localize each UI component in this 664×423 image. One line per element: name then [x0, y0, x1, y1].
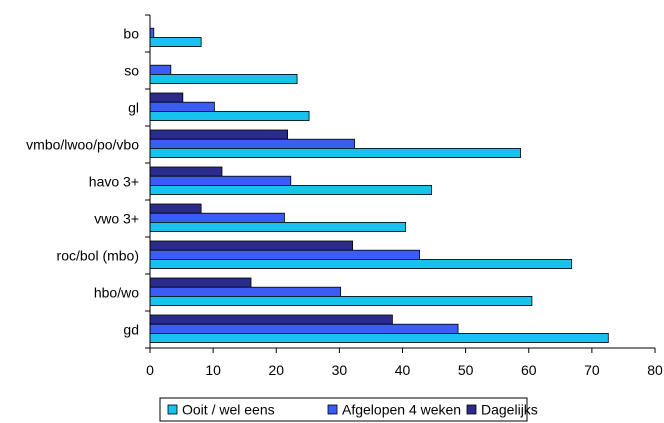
x-tick-label: 20 [268, 362, 284, 378]
legend-swatch [466, 404, 477, 415]
labels-group: bo so gl vmbo/lwoo/po/vbo havo 3+ vwo 3+ roc/b… [26, 26, 663, 379]
x-tick-label: 80 [647, 362, 663, 378]
bars-group [149, 27, 609, 343]
legend-entry: Dagelijks [481, 402, 538, 418]
category-label: gl [128, 100, 139, 116]
bar-gl-s2 [149, 111, 310, 122]
category-label: bo [123, 26, 139, 42]
bar-hbo-wo-s2 [149, 295, 533, 306]
category-label: havo 3+ [89, 174, 139, 190]
bar-gl-s0 [149, 92, 184, 103]
x-tick-label: 50 [458, 362, 474, 378]
bar-vwo-3--s0 [149, 203, 202, 214]
category-label: so [124, 63, 139, 79]
legend-entry: Afgelopen 4 weken [342, 402, 461, 418]
category-label: hbo/wo [94, 285, 139, 301]
bar-gd-s2 [149, 332, 609, 343]
bar-vwo-3--s1 [149, 212, 285, 223]
x-tick-label: 70 [584, 362, 600, 378]
bar-vmbo-lwoo-po-vbo-s0 [149, 129, 289, 140]
x-tick-label: 0 [146, 362, 154, 378]
legend-swatch [167, 404, 178, 415]
bar-gl-s1 [149, 101, 215, 112]
bar-roc-bol-mbo--s2 [149, 258, 573, 269]
x-tick-label: 30 [332, 362, 348, 378]
legend-swatch [327, 404, 338, 415]
category-label: vmbo/lwoo/po/vbo [26, 137, 139, 153]
bar-hbo-wo-s0 [149, 277, 252, 288]
category-label: vwo 3+ [94, 211, 139, 227]
bar-roc-bol-mbo--s1 [149, 249, 420, 260]
bar-vwo-3--s2 [149, 221, 407, 232]
bar-havo-3--s1 [149, 175, 292, 186]
x-tick-label: 40 [395, 362, 411, 378]
bar-vmbo-lwoo-po-vbo-s2 [149, 147, 521, 158]
x-tick-label: 10 [205, 362, 221, 378]
bar-gd-s1 [149, 323, 459, 334]
legend-box [159, 397, 528, 422]
bar-hbo-wo-s1 [149, 286, 342, 297]
category-label: roc/bol (mbo) [57, 248, 139, 264]
legend: Ooit / wel eens Afgelopen 4 weken Dagelijk… [159, 397, 538, 422]
bar-gd-s0 [149, 314, 393, 325]
legend-entry: Ooit / wel eens [182, 402, 275, 418]
bar-bo-s1 [149, 27, 155, 38]
bar-so-s1 [149, 64, 172, 75]
bar-so-s2 [149, 74, 298, 85]
bar-vmbo-lwoo-po-vbo-s1 [149, 138, 355, 149]
bar-havo-3--s0 [149, 166, 223, 177]
x-tick-label: 60 [521, 362, 537, 378]
bar-roc-bol-mbo--s0 [149, 240, 354, 251]
bar-bo-s2 [149, 37, 202, 48]
category-label: gd [123, 322, 139, 338]
axes-group [145, 14, 656, 353]
bar-havo-3--s2 [149, 184, 432, 195]
